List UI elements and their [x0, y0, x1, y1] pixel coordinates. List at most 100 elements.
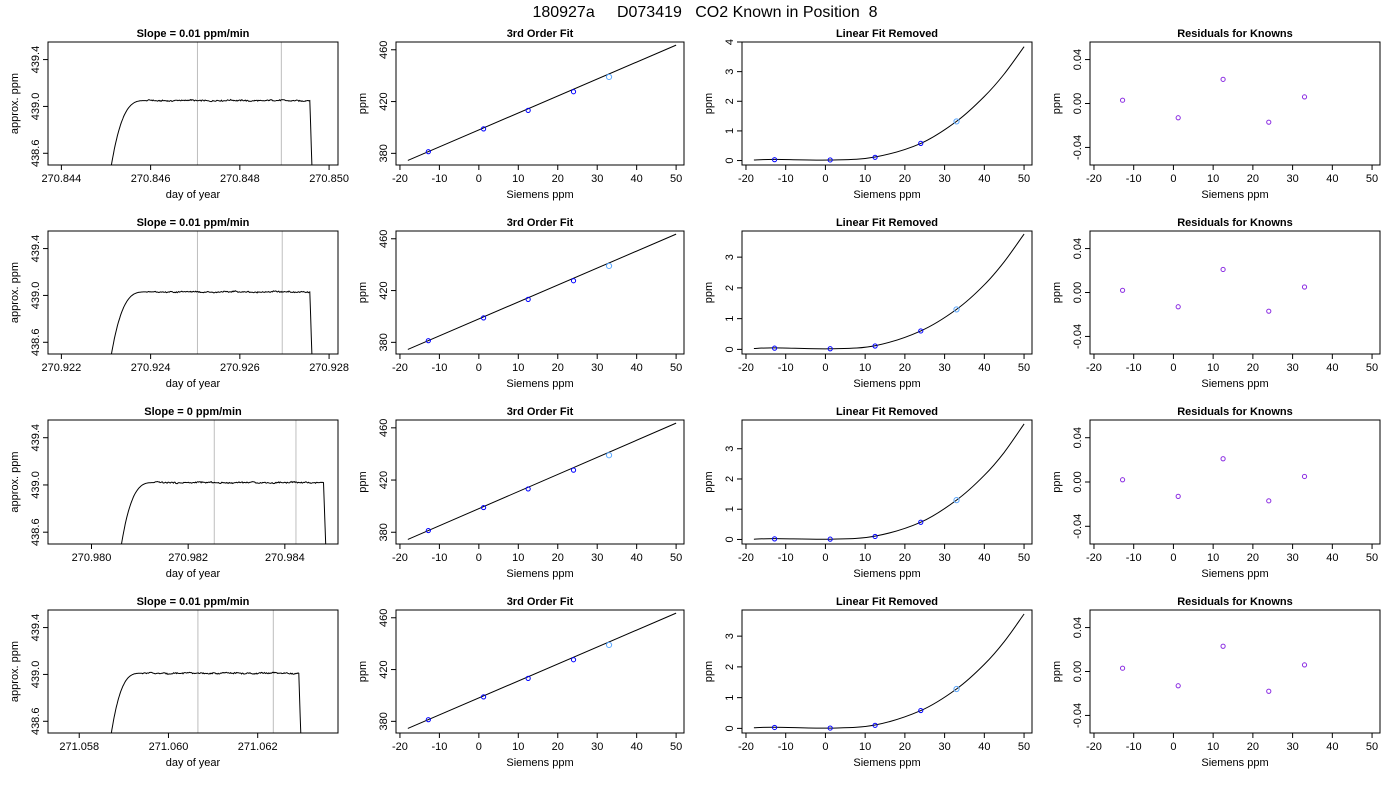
data-point	[953, 685, 960, 693]
page-title: 180927a D073419 CO2 Known in Position 8	[532, 4, 877, 21]
y-tick-label: 420	[378, 471, 390, 489]
data-point	[1119, 287, 1126, 293]
x-axis-label: Siemens ppm	[1201, 378, 1268, 390]
panel-r1-c1: Slope = 0.01 ppm/min 270.844 270.846 270.84…	[9, 28, 349, 201]
x-tick-label: 30	[938, 173, 950, 185]
data-point	[1266, 308, 1272, 314]
x-tick-label: -20	[1086, 741, 1102, 753]
y-axis-label: ppm	[357, 661, 369, 682]
data-point	[771, 157, 778, 163]
x-tick-label: 30	[591, 362, 603, 374]
y-axis-label: ppm	[1051, 282, 1063, 303]
y-tick-label: -0.04	[1072, 703, 1084, 728]
x-tick-label: 50	[1366, 552, 1378, 564]
x-tick-label: 40	[631, 741, 643, 753]
y-tick-label: 0	[724, 536, 736, 542]
x-tick-label: 0	[1170, 173, 1176, 185]
plot-frame	[741, 230, 1033, 355]
plot-area	[1119, 643, 1308, 694]
x-axis-label: Siemens ppm	[853, 189, 920, 201]
x-tick-label: 10	[859, 362, 871, 374]
x-tick-label: 30	[938, 552, 950, 564]
y-tick-label: 460	[378, 419, 390, 437]
x-tick-label: -10	[431, 741, 447, 753]
y-tick-label: 438.6	[30, 518, 42, 546]
plot-area	[110, 98, 313, 165]
y-axis-label: approx. ppm	[9, 641, 21, 702]
y-tick-label: 438.6	[30, 329, 42, 357]
y-tick-label: 460	[378, 609, 390, 627]
x-tick-label: 40	[631, 552, 643, 564]
x-axis-label: Siemens ppm	[506, 757, 573, 769]
x-tick-label: 10	[1207, 552, 1219, 564]
x-tick-label: 271.060	[149, 741, 189, 753]
residual-curve	[753, 613, 1025, 729]
y-axis-label: ppm	[703, 471, 715, 492]
y-tick-label: 439.0	[30, 661, 42, 689]
y-tick-label: 2	[724, 476, 736, 482]
y-tick-label: 439.4	[30, 424, 42, 452]
panel-title: Slope = 0.01 ppm/min	[137, 217, 250, 229]
panel-title: Residuals for Knowns	[1177, 28, 1293, 40]
plot-area	[110, 290, 313, 354]
y-tick-label: 380	[378, 144, 390, 162]
panel-title: Linear Fit Removed	[836, 217, 938, 229]
x-tick-label: 270.922	[42, 362, 82, 374]
plot-area	[407, 233, 677, 350]
y-tick-label: 380	[378, 523, 390, 541]
x-tick-label: 40	[978, 741, 990, 753]
plot-area	[120, 480, 327, 544]
panel-r1-c4: Residuals for Knowns -20 -10 0 10 20 30 40 50 -0.…	[1051, 28, 1381, 201]
data-point	[872, 154, 878, 160]
data-point	[425, 149, 431, 155]
data-point	[1175, 304, 1181, 310]
x-tick-label: 50	[670, 741, 682, 753]
x-tick-label: 20	[1247, 173, 1259, 185]
y-tick-label: 2	[724, 98, 736, 104]
x-axis-label: day of year	[166, 378, 221, 390]
y-tick-label: 439.4	[30, 235, 42, 263]
x-tick-label: -10	[1126, 362, 1142, 374]
panel-title: 3rd Order Fit	[507, 596, 574, 608]
data-point	[605, 641, 613, 649]
x-axis-label: day of year	[166, 189, 221, 201]
data-point	[953, 497, 960, 504]
x-tick-label: 10	[512, 741, 524, 753]
y-tick-label: 0.00	[1072, 93, 1084, 114]
y-tick-label: 0.04	[1072, 49, 1084, 70]
y-axis-label: ppm	[357, 93, 369, 114]
y-tick-label: -0.04	[1072, 135, 1084, 160]
panel-title: Residuals for Knowns	[1177, 406, 1293, 418]
y-tick-label: 420	[378, 281, 390, 299]
x-tick-label: 30	[1286, 552, 1298, 564]
y-tick-label: 0	[724, 725, 736, 731]
y-axis-label: approx. ppm	[9, 451, 21, 512]
x-tick-label: 270.924	[131, 362, 171, 374]
panel-title: Linear Fit Removed	[836, 28, 938, 40]
x-tick-label: 30	[1286, 741, 1298, 753]
x-tick-label: 40	[631, 362, 643, 374]
y-tick-label: -0.04	[1072, 514, 1084, 539]
x-axis-label: Siemens ppm	[506, 568, 573, 580]
data-point	[1266, 688, 1272, 694]
y-tick-label: 1	[724, 695, 736, 701]
data-point	[872, 722, 878, 728]
x-tick-label: 20	[552, 173, 564, 185]
panel-r2-c2: 3rd Order Fit -20 -10 0 10 20 30 40 50 380 420 460 S…	[357, 217, 685, 390]
plot-area	[407, 612, 677, 729]
x-tick-label: -20	[392, 362, 408, 374]
x-axis-label: Siemens ppm	[853, 568, 920, 580]
x-tick-label: 40	[1326, 173, 1338, 185]
data-point	[918, 328, 924, 334]
x-axis-label: day of year	[166, 757, 221, 769]
y-tick-label: 4	[724, 39, 736, 45]
x-tick-label: -20	[1086, 362, 1102, 374]
x-tick-label: -20	[392, 552, 408, 564]
x-tick-label: 30	[938, 362, 950, 374]
y-tick-label: 439.4	[30, 614, 42, 642]
plot-area	[110, 671, 302, 733]
y-tick-label: 438.6	[30, 140, 42, 168]
concentration-trace	[110, 290, 313, 354]
x-tick-label: 0	[1170, 552, 1176, 564]
panel-title: 3rd Order Fit	[507, 406, 574, 418]
